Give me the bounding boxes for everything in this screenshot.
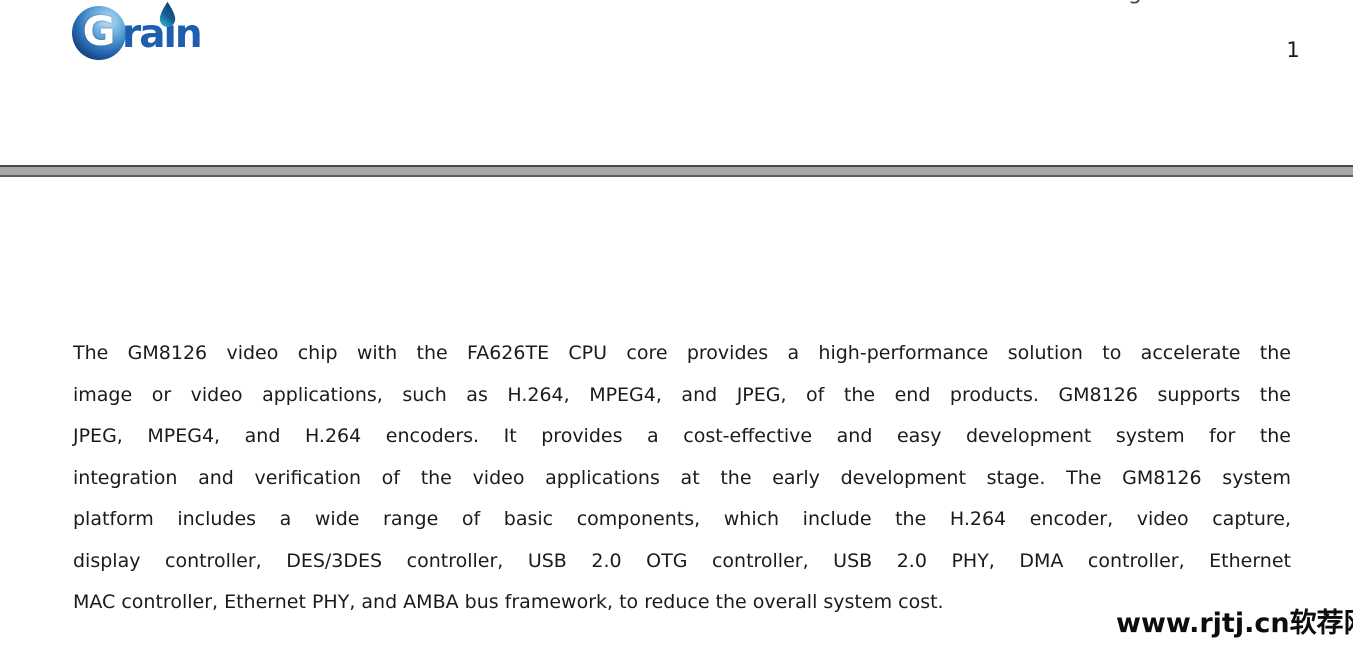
paragraph-line: JPEG, MPEG4, and H.264 encoders. It prov… [73, 425, 1291, 447]
body-paragraph: The GM8126 video chip with the FA626TE C… [73, 333, 1291, 624]
clipped-header-text: g [1128, 0, 1164, 8]
logo-g-letter: G [82, 9, 116, 55]
paragraph-line: The GM8126 video chip with the FA626TE C… [73, 342, 1291, 364]
page-number: 1 [1286, 38, 1300, 62]
paragraph-line: image or video applications, such as H.2… [73, 383, 1291, 406]
grain-logo: G rain [72, 1, 222, 63]
paragraph-line: integration and verification of the vide… [73, 466, 1291, 489]
watermark: www.rjtj.cn软荐网 [1116, 608, 1353, 639]
paragraph-line: display controller, DES/3DES controller,… [73, 549, 1291, 572]
logo-sphere: G [72, 6, 126, 60]
water-droplet-icon [159, 1, 176, 27]
clipped-letter: g [1128, 0, 1164, 5]
paragraph-line: MAC controller, Ethernet PHY, and AMBA b… [73, 591, 944, 613]
section-divider [0, 165, 1353, 177]
paragraph-line: platform includes a wide range of basic … [73, 508, 1291, 530]
